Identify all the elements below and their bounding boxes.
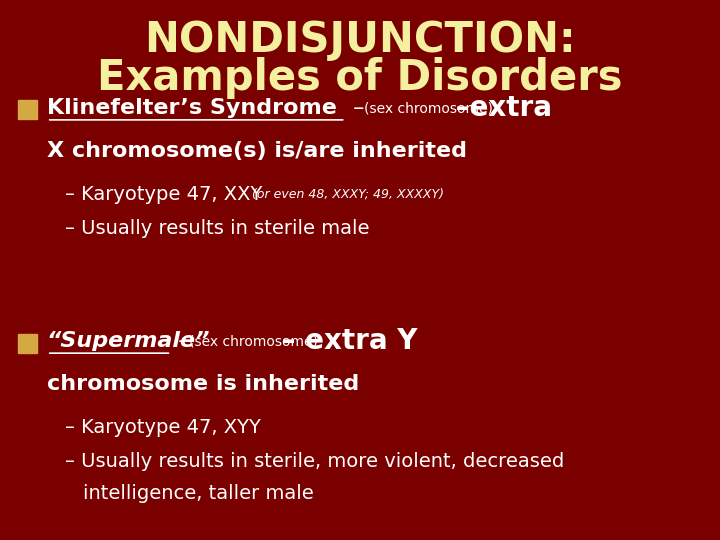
Text: “Supermale”: “Supermale” [47,331,210,352]
Text: (or even 48, XXXY; 49, XXXXY): (or even 48, XXXY; 49, XXXXY) [252,188,444,201]
Text: (sex chromosome): (sex chromosome) [189,334,318,348]
Text: (sex chromosome): (sex chromosome) [364,101,492,115]
Text: Examples of Disorders: Examples of Disorders [97,57,623,99]
Text: Klinefelter’s Syndrome: Klinefelter’s Syndrome [47,98,337,118]
Text: – Karyotype 47, XYY: – Karyotype 47, XYY [65,418,261,437]
Text: – Usually results in sterile male: – Usually results in sterile male [65,219,369,238]
Text: NONDISJUNCTION:: NONDISJUNCTION: [144,19,576,61]
Text: –: – [346,98,371,118]
Text: –: – [171,331,197,352]
Text: chromosome is inherited: chromosome is inherited [47,374,359,395]
Text: – Usually results in sterile, more violent, decreased: – Usually results in sterile, more viole… [65,452,564,471]
Text: intelligence, taller male: intelligence, taller male [83,483,313,503]
Bar [18,100,37,119]
Text: – extra Y: – extra Y [272,327,418,355]
Text: X chromosome(s) is/are inherited: X chromosome(s) is/are inherited [47,141,467,161]
Bar [18,334,37,353]
Text: – Karyotype 47, XXY: – Karyotype 47, XXY [65,185,269,204]
Text: –extra: –extra [446,94,552,122]
